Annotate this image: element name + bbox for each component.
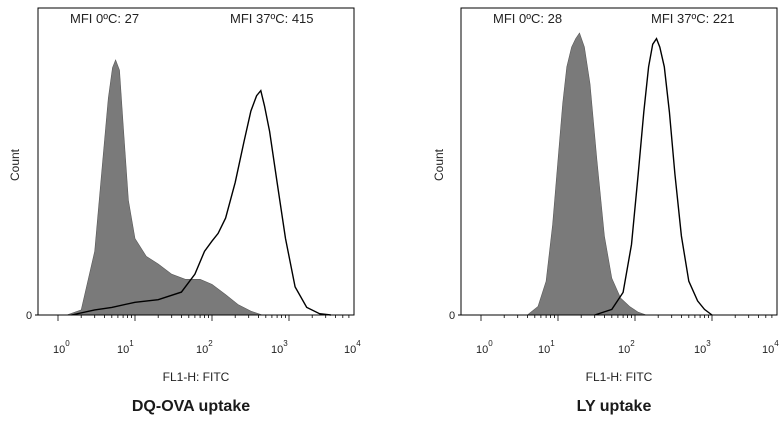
svg-text:100: 100 [476,339,493,356]
x-tick-label: 102 [618,339,635,356]
x-tick-label: 103 [694,339,711,356]
histogram-0c-filled [526,32,647,316]
x-minor-ticks [57,315,350,321]
plot-frame [460,7,778,316]
x-tick-label: 104 [762,339,779,356]
x-tick-label: 104 [344,339,361,356]
plot-frame [37,7,355,316]
x-axis-label: FL1-H: FITC [586,370,653,384]
chart-title: LY uptake [577,398,652,415]
svg-text:104: 104 [762,339,779,356]
series-group [461,32,777,316]
histogram-0c-filled [66,59,263,316]
x-tick-label: 101 [117,339,134,356]
x-tick-label: 103 [271,339,288,356]
panel-dq-ova: 0 MFI 0ºC: 27 MFI 37ºC: 415 100 101 102 … [8,7,361,415]
y-tick-label: 0 [449,310,455,322]
histogram-37c-line [594,37,713,316]
y-axis-label: Count [432,148,446,181]
chart-title: DQ-OVA uptake [132,398,250,415]
svg-text:104: 104 [344,339,361,356]
annotation-mfi-0c: MFI 0ºC: 27 [70,11,139,26]
svg-text:100: 100 [53,339,70,356]
x-axis-label: FL1-H: FITC [163,370,230,384]
svg-text:103: 103 [694,339,711,356]
panel-ly: 0 MFI 0ºC: 28 MFI 37ºC: 221 100 101 102 … [432,7,779,415]
series-group [38,59,354,316]
svg-text:102: 102 [196,339,213,356]
annotation-mfi-37c: MFI 37ºC: 415 [230,11,314,26]
x-minor-ticks [480,315,773,321]
svg-text:101: 101 [538,339,555,356]
x-tick-label: 100 [476,339,493,356]
annotation-mfi-0c: MFI 0ºC: 28 [493,11,562,26]
svg-text:103: 103 [271,339,288,356]
svg-text:101: 101 [117,339,134,356]
y-axis-label: Count [8,148,22,181]
x-tick-label: 101 [538,339,555,356]
svg-text:102: 102 [618,339,635,356]
x-tick-label: 102 [196,339,213,356]
x-tick-label: 100 [53,339,70,356]
annotation-mfi-37c: MFI 37ºC: 221 [651,11,735,26]
y-tick-label: 0 [26,310,32,322]
histogram-37c-line [71,89,331,316]
